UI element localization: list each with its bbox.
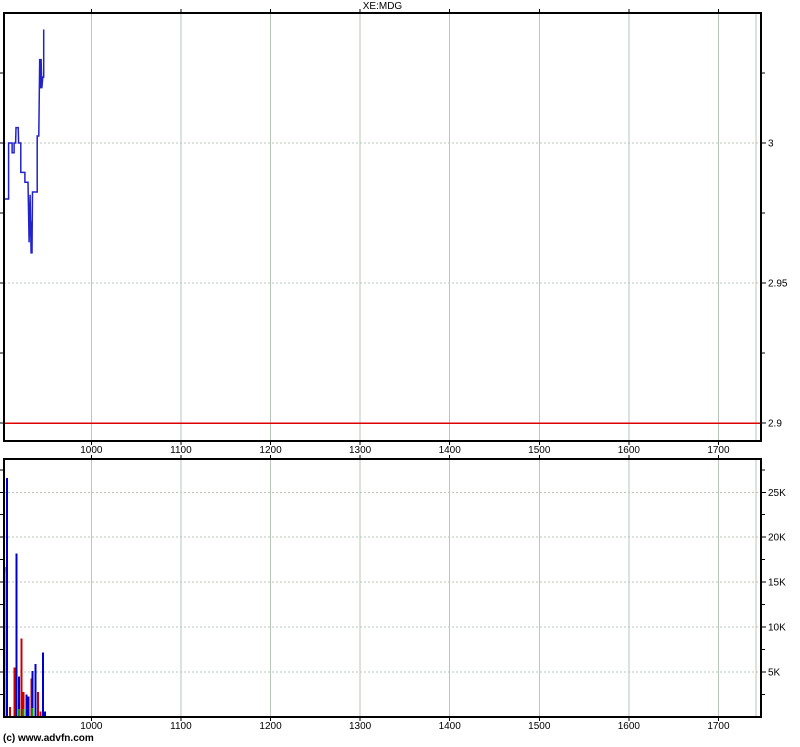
y-axis-label: 3 — [768, 138, 774, 149]
y-axis-label: 25K — [768, 488, 786, 499]
x-axis-label: 1400 — [439, 445, 462, 456]
copyright-text: (c) www.advfn.com — [3, 733, 94, 744]
x-axis-label: 1500 — [528, 445, 551, 456]
x-axis-label: 1600 — [618, 445, 641, 456]
y-axis-label: 15K — [768, 578, 786, 589]
y-axis-label: 2.95 — [768, 279, 788, 290]
y-axis-label: 2.9 — [768, 419, 782, 430]
x-axis-label: 1400 — [439, 721, 462, 732]
volume-bar-segment — [39, 711, 42, 717]
volume-bar-segment — [25, 694, 28, 717]
x-axis-label: 1100 — [170, 445, 192, 456]
volume-bar-segment — [27, 696, 30, 717]
volume-bar-segment — [43, 711, 46, 717]
volume-bar-segment — [34, 663, 37, 717]
x-axis-label: 1300 — [349, 721, 372, 732]
x-axis-label: 1200 — [259, 721, 282, 732]
volume-bar-segment — [37, 691, 40, 717]
volume-bar-segment — [8, 707, 11, 717]
volume-bar-segment — [31, 708, 34, 717]
volume-bar-segment — [13, 667, 16, 717]
plot-border — [3, 458, 762, 718]
x-axis-label: 1000 — [80, 721, 103, 732]
volume-bar-segment — [15, 553, 18, 717]
y-axis-label: 5K — [768, 668, 781, 679]
volume-bar-segment — [18, 676, 21, 709]
page-title: XE:MDG — [362, 1, 403, 12]
x-axis-label: 1600 — [618, 721, 641, 732]
plot-border — [3, 12, 762, 442]
volume-bar-segment — [30, 678, 33, 717]
volume-bar-segment — [6, 477, 9, 717]
volume-bar-segment — [41, 652, 44, 717]
volume-bar-segment — [31, 671, 34, 709]
x-axis-label: 1700 — [707, 721, 730, 732]
volume-bar-segment — [22, 708, 25, 717]
volume-bar-segment — [18, 708, 21, 717]
x-axis-label: 1500 — [528, 721, 551, 732]
x-axis-label: 1000 — [80, 445, 103, 456]
x-axis-label: 1700 — [707, 445, 730, 456]
y-axis-label: 20K — [768, 533, 786, 544]
price-series-line — [4, 29, 45, 254]
y-axis-label: 10K — [768, 623, 786, 634]
x-axis-label: 1100 — [170, 721, 192, 732]
volume-bar-segment — [22, 691, 25, 709]
volume-bar-segment — [20, 638, 23, 717]
x-axis-label: 1300 — [349, 445, 372, 456]
x-axis-label: 1200 — [259, 445, 282, 456]
